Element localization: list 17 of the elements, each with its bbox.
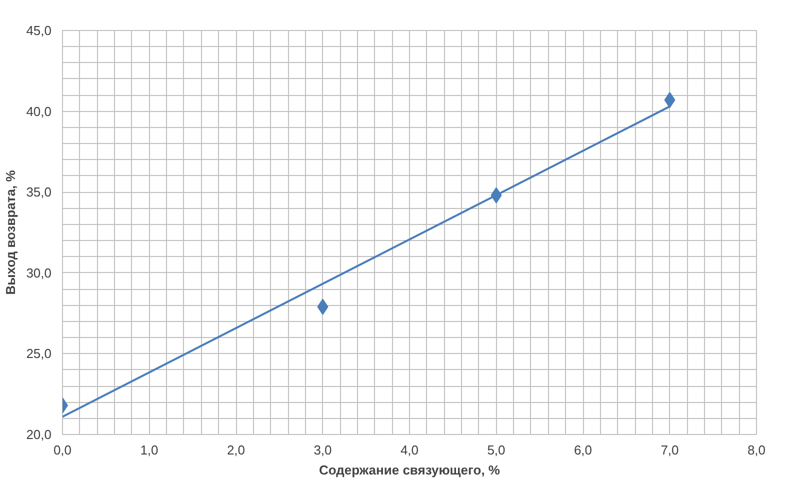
y-tick-label: 30,0 (26, 265, 52, 280)
x-tick-label: 7,0 (660, 442, 679, 458)
x-tick-label: 0,0 (53, 442, 72, 458)
y-tick-label: 25,0 (26, 346, 52, 362)
x-tick-label: 6,0 (574, 442, 592, 458)
x-tick-label: 8,0 (747, 442, 766, 458)
y-tick-label: 35,0 (26, 184, 52, 200)
y-tick-label: 45,0 (26, 23, 52, 38)
x-tick-label: 5,0 (487, 442, 506, 458)
y-axis-title: Выход возврата, % (3, 170, 18, 295)
x-axis-title: Содержание связующего, % (319, 462, 500, 478)
y-tick-label: 40,0 (26, 104, 52, 119)
x-tick-label: 1,0 (140, 442, 158, 458)
x-tick-label: 2,0 (226, 442, 246, 458)
x-tick-label: 4,0 (400, 442, 419, 458)
x-tick-label: 3,0 (314, 442, 332, 458)
y-tick-label: 20,0 (26, 427, 52, 442)
